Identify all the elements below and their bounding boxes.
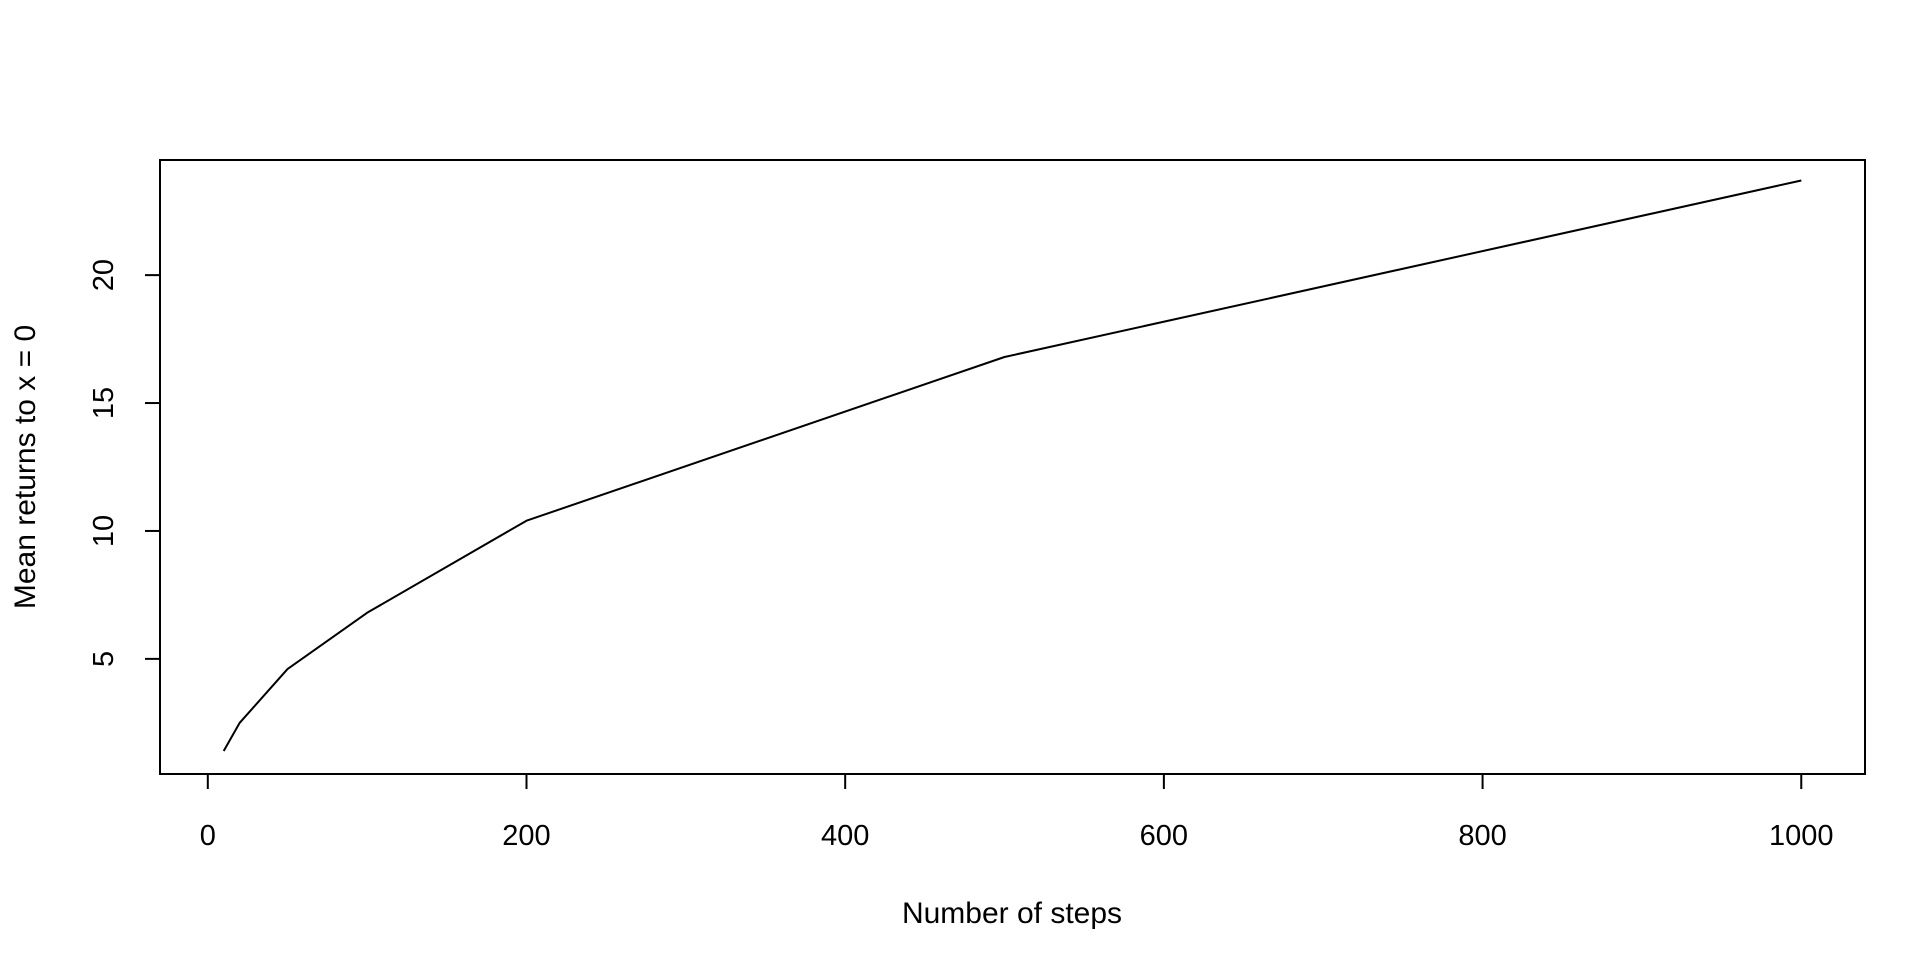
plot-frame: [159, 159, 1866, 775]
x-tick-label: 1000: [1769, 820, 1834, 852]
x-axis-title: Number of steps: [902, 897, 1122, 930]
x-tick-label: 400: [821, 820, 869, 852]
x-axis: 0 200 400 600 800 1000: [200, 773, 1834, 852]
y-axis: 5 10 15 20: [88, 259, 161, 667]
x-tick-label: 600: [1140, 820, 1188, 852]
series-layer: [222, 179, 1802, 752]
y-tick-label: 20: [88, 259, 120, 291]
y-tick-label: 5: [88, 651, 120, 667]
x-tick-label: 0: [200, 820, 216, 852]
x-tick-label: 200: [502, 820, 550, 852]
x-tick-label: 800: [1458, 820, 1506, 852]
y-axis-title: Mean returns to x = 0: [9, 325, 42, 609]
series-line: [222, 179, 1802, 752]
y-tick-label: 15: [88, 387, 120, 419]
y-tick-label: 10: [88, 515, 120, 547]
